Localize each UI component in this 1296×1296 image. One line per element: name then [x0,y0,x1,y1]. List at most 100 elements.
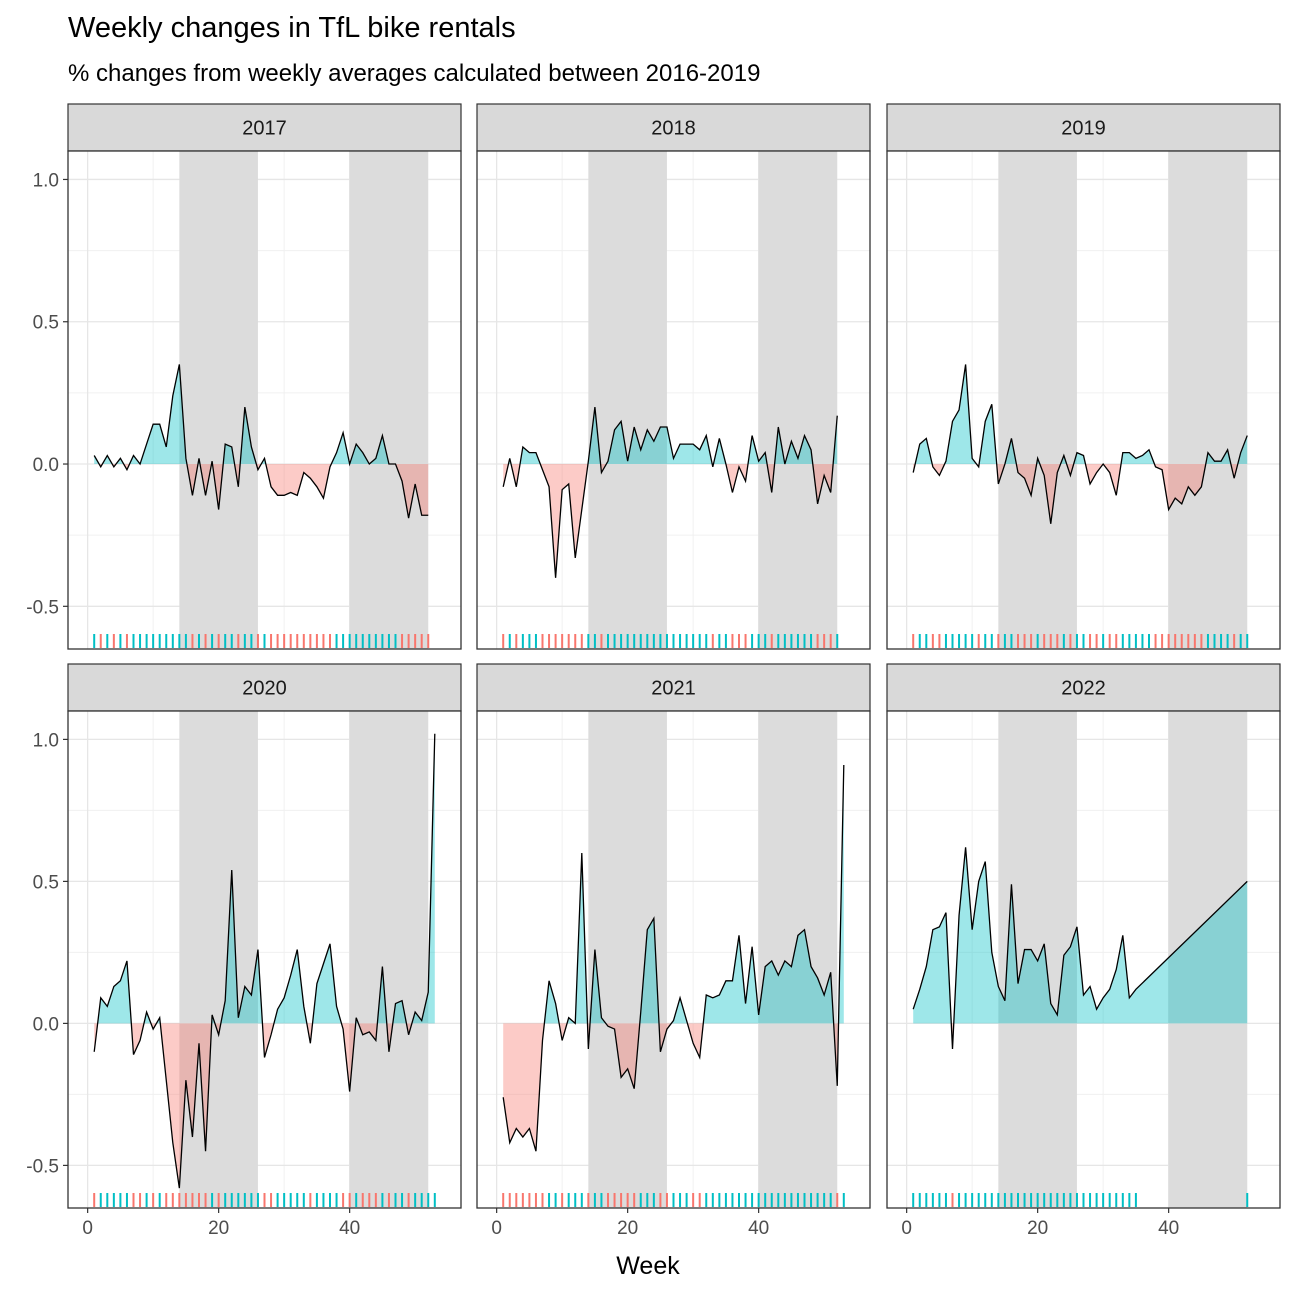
y-tick-label: -0.5 [26,1156,59,1177]
data-point [926,966,928,968]
data-point [758,1014,760,1016]
data-point [751,435,753,437]
data-point [1096,472,1098,474]
data-point [224,443,226,445]
data-point [251,446,253,448]
data-point [146,1011,148,1013]
facet-panel-2022: 2022 0 20 40 [886,663,1281,1239]
data-point [1135,458,1137,460]
data-point [303,1006,305,1008]
data-point [342,432,344,434]
data-point [712,997,714,999]
data-point [784,463,786,465]
data-point [1037,960,1039,962]
data-point [1011,883,1013,885]
data-point [509,1142,511,1144]
data-point [1030,949,1032,951]
data-point [660,1051,662,1053]
data-point [952,421,954,423]
data-point [810,966,812,968]
data-point [1168,509,1170,511]
data-point [198,458,200,460]
data-point [939,926,941,928]
data-point [660,426,662,428]
data-point [978,466,980,468]
data-point [594,949,596,951]
data-point [185,1079,187,1081]
data-point [369,463,371,465]
data-point [1004,1000,1006,1002]
data-point [640,1011,642,1013]
data-point [804,435,806,437]
shaded-week-band [588,711,667,1208]
facet-strip-label: 2022 [1061,678,1106,700]
facet-strip [886,663,1281,712]
data-point [679,443,681,445]
data-point [542,469,544,471]
data-point [666,426,668,428]
data-point [692,443,694,445]
data-point [823,475,825,477]
data-point [561,1040,563,1042]
series-line [502,407,838,578]
data-point [264,1057,266,1059]
panel-border [67,710,462,1209]
data-point [408,1034,410,1036]
data-point [712,466,714,468]
data-point [257,949,259,951]
data-point [791,966,793,968]
data-point [238,486,240,488]
data-point [647,929,649,931]
shaded-week-band [758,151,838,649]
facet-strip-label: 2020 [242,678,287,700]
series-line [502,764,845,1152]
data-point [797,935,799,937]
data-point [231,446,233,448]
data-point [421,514,423,516]
series-line [912,364,1248,524]
data-point [627,1068,629,1070]
data-point [1246,435,1248,437]
x-tick-label: 20 [1027,1218,1048,1239]
data-point [1220,460,1222,462]
data-point [133,455,135,457]
data-point [581,509,583,511]
data-point [342,1028,344,1030]
data-point [719,994,721,996]
data-point [958,409,960,411]
positive-area [503,407,838,465]
data-point [945,460,947,462]
data-point [1011,438,1013,440]
data-point [830,492,832,494]
facet-strip [476,663,871,712]
negative-area [94,1023,435,1189]
data-point [1057,472,1059,474]
data-point [211,1014,213,1016]
panel-border [67,150,462,650]
data-point [323,497,325,499]
data-point [1161,469,1163,471]
data-point [270,486,272,488]
facet-panel-2018: 2018 [476,103,871,650]
data-point [522,1136,524,1138]
data-point [1122,452,1124,454]
data-point [725,980,727,982]
data-point [509,458,511,460]
data-point [133,1054,135,1056]
data-point [529,1128,531,1130]
data-point [414,1011,416,1013]
facet-strip [476,103,871,152]
data-point [778,974,780,976]
data-point [179,1187,181,1189]
facet-panel-2019: 2019 [886,103,1281,650]
data-point [264,458,266,460]
data-point [1122,935,1124,937]
y-tick-label: 0.0 [33,455,59,476]
data-point [336,452,338,454]
data-point [823,994,825,996]
y-tick-label: 0.0 [33,1014,59,1035]
data-point [692,1042,694,1044]
data-point [382,966,384,968]
x-tick-label: 40 [748,1218,769,1239]
